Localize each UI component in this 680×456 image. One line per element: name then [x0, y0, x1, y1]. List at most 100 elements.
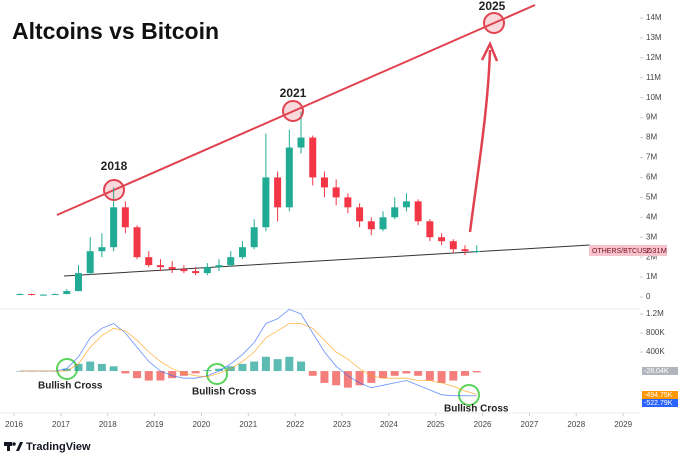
candle-body — [215, 265, 223, 268]
x-tick-label: 2025 — [427, 420, 445, 429]
value-tag-box — [642, 399, 678, 407]
histogram-bar — [285, 356, 294, 372]
cross-circle — [206, 363, 228, 385]
candle-body — [16, 294, 24, 296]
candle-body — [356, 207, 364, 222]
candle-body — [309, 137, 317, 178]
candle-body — [238, 247, 246, 258]
y-tick-label: 400K — [646, 347, 665, 356]
histogram-bar — [332, 371, 341, 386]
x-tick-label: 2021 — [239, 420, 257, 429]
candle-body — [63, 291, 71, 295]
candle-body — [180, 269, 188, 272]
year-annotation: 2025 — [479, 0, 506, 13]
histogram-bar — [343, 371, 352, 388]
highlight-circle — [483, 12, 505, 34]
histogram-bar — [156, 371, 165, 381]
histogram-bar — [297, 361, 306, 372]
resistance-line — [56, 4, 536, 216]
histogram-bar — [472, 371, 481, 373]
candle-body — [74, 273, 82, 292]
value-tag: -28.04K — [644, 368, 669, 375]
histogram-bar — [449, 371, 458, 381]
histogram-bar — [168, 371, 177, 379]
y-tick-label: 0 — [646, 292, 651, 301]
histogram-bar — [97, 363, 106, 372]
candle-body — [98, 247, 106, 252]
logo — [4, 442, 23, 451]
highlight-circle — [103, 179, 125, 201]
histogram-bar — [308, 371, 317, 376]
candle-body — [203, 267, 211, 274]
y-tick-label: 1M — [646, 272, 657, 281]
candle-body — [285, 147, 293, 208]
y-tick-label: 10M — [646, 93, 662, 102]
candle-body — [262, 177, 270, 228]
histogram-bar — [86, 361, 95, 372]
y-tick-label: 4M — [646, 212, 657, 221]
value-tag-box — [642, 367, 678, 375]
histogram-bar — [273, 359, 282, 372]
candle-body — [86, 251, 94, 274]
y-tick-label: 13M — [646, 33, 662, 42]
x-tick-label: 2026 — [474, 420, 492, 429]
price-tag-box — [589, 244, 667, 256]
x-tick-label: 2028 — [567, 420, 585, 429]
candle-body — [473, 250, 481, 252]
histogram-bar — [367, 371, 376, 383]
arrow-head — [480, 40, 499, 62]
histogram-bar — [74, 363, 83, 372]
y-tick-label: 7M — [646, 153, 657, 162]
candle-body — [250, 227, 258, 248]
y-tick-label: 8M — [646, 133, 657, 142]
value-tag: -494.75K — [644, 392, 673, 399]
candle-body — [28, 294, 36, 296]
y-tick-label: 5M — [646, 192, 657, 201]
candle-body — [51, 294, 59, 296]
histogram-bar — [109, 366, 118, 372]
x-tick-label: 2017 — [52, 420, 70, 429]
cross-annotation: Bullish Cross — [38, 381, 103, 392]
support-line — [63, 244, 591, 277]
x-tick-label: 2022 — [286, 420, 304, 429]
histogram-bar — [121, 371, 130, 374]
histogram-bar — [402, 371, 411, 374]
value-tag: -522.79K — [644, 400, 673, 407]
x-tick-label: 2029 — [614, 420, 632, 429]
year-annotation: 2021 — [280, 86, 307, 100]
y-tick-label: 800K — [646, 328, 665, 337]
chart-title: Altcoins vs Bitcoin — [12, 18, 219, 44]
histogram-bar — [215, 368, 224, 372]
histogram-bar — [191, 371, 200, 374]
x-tick-label: 2019 — [146, 420, 164, 429]
cross-annotation: Bullish Cross — [444, 404, 509, 415]
x-tick-label: 2027 — [521, 420, 539, 429]
candle-body — [379, 217, 387, 230]
cross-annotation: Bullish Cross — [192, 387, 257, 398]
x-tick-label: 2018 — [99, 420, 117, 429]
candle-body — [344, 197, 352, 208]
y-tick-label: 1.2M — [646, 309, 664, 318]
histogram-bar — [250, 361, 259, 372]
candle-body — [274, 177, 282, 208]
candle-body — [227, 257, 235, 266]
signal-line — [19, 323, 477, 395]
x-tick-label: 2016 — [5, 420, 23, 429]
candle-body — [367, 221, 375, 230]
candle-body — [461, 249, 469, 252]
histogram-bar — [133, 371, 142, 379]
histogram-bar — [461, 371, 470, 376]
x-tick-label: 2023 — [333, 420, 351, 429]
candle-body — [438, 237, 446, 242]
y-tick-label: 14M — [646, 13, 662, 22]
candle-body — [320, 177, 328, 188]
histogram-bar — [320, 371, 329, 383]
candle-body — [145, 257, 153, 266]
histogram-bar — [425, 371, 434, 381]
candle-body — [297, 137, 305, 148]
candle-body — [332, 187, 340, 198]
y-tick-label: 3M — [646, 232, 657, 241]
histogram-bar — [355, 371, 364, 386]
x-tick-label: 2020 — [193, 420, 211, 429]
candle-body — [156, 265, 164, 268]
